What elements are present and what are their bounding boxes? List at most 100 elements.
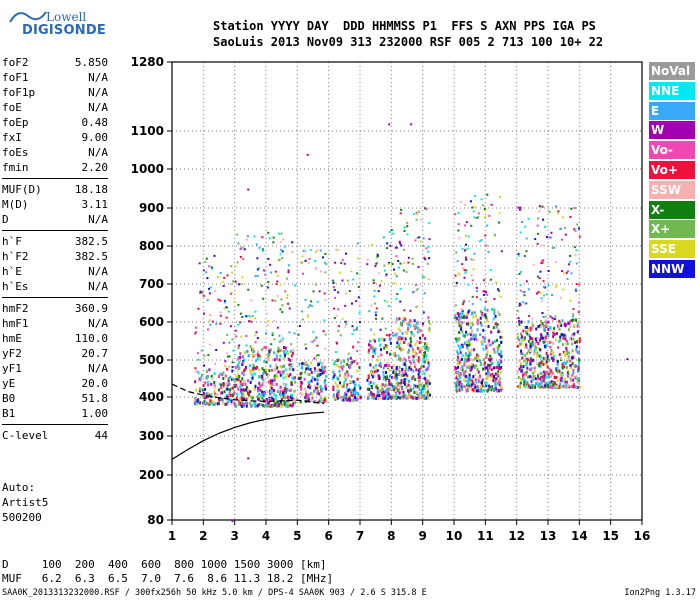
echo-pixel (548, 210, 551, 213)
echo-pixel (386, 361, 389, 365)
echo-pixel (520, 351, 523, 355)
echo-pixel (194, 332, 197, 335)
echo-pixel (484, 216, 487, 218)
echo-pixel (402, 348, 405, 351)
echo-pixel (482, 367, 484, 371)
echo-pixel (565, 382, 568, 386)
echo-pixel (279, 385, 282, 389)
echo-pixel (239, 355, 242, 359)
echo-pixel (549, 385, 552, 389)
echo-pixel (284, 391, 287, 395)
echo-pixel (476, 384, 479, 388)
echo-pixel (547, 370, 550, 374)
echo-pixel (571, 373, 574, 377)
echo-pixel (352, 389, 355, 392)
echo-pixel (222, 377, 225, 380)
echo-pixel (491, 341, 494, 345)
echo-pixel (468, 384, 470, 388)
echo-pixel (402, 319, 404, 323)
echo-pixel (561, 238, 563, 241)
echo-pixel (519, 208, 521, 211)
echo-pixel (528, 333, 531, 337)
echo-pixel (199, 290, 202, 293)
echo-pixel (245, 238, 248, 241)
echo-pixel (289, 388, 292, 392)
echo-pixel (281, 304, 284, 307)
echo-pixel (283, 393, 286, 397)
echo-pixel (427, 364, 430, 368)
echo-pixel (486, 193, 489, 196)
echo-pixel (399, 242, 402, 245)
echo-pixel (484, 300, 487, 303)
y-tick-label: 1000 (131, 162, 164, 176)
echo-pixel (280, 298, 283, 301)
echo-pixel (206, 395, 209, 399)
echo-pixel (244, 383, 247, 387)
echo-pixel (317, 354, 320, 357)
echo-pixel (386, 300, 389, 303)
echo-pixel (533, 348, 536, 352)
echo-pixel (411, 332, 414, 336)
echo-pixel (542, 280, 545, 283)
echo-pixel (520, 349, 523, 353)
param-row: h`Es N/A (2, 279, 112, 294)
echo-pixel (466, 346, 469, 350)
echo-pixel (350, 389, 353, 393)
echo-pixel (324, 387, 327, 391)
echo-pixel (310, 370, 313, 374)
echo-pixel (558, 353, 561, 357)
echo-pixel (286, 372, 289, 376)
echo-pixel (498, 383, 501, 387)
echo-pixel (385, 363, 388, 367)
echo-pixel (251, 353, 254, 357)
echo-pixel (404, 381, 407, 385)
echo-pixel (337, 291, 340, 294)
echo-pixel (529, 345, 532, 349)
echo-pixel (523, 359, 526, 363)
echo-pixel (563, 333, 566, 337)
echo-pixel (400, 337, 403, 341)
echo-pixel (454, 304, 457, 307)
echo-pixel (396, 293, 399, 295)
echo-pixel (276, 274, 279, 277)
echo-pixel (388, 380, 391, 384)
echo-pixel (389, 244, 392, 247)
echo-pixel (579, 385, 582, 389)
echo-pixel (281, 392, 284, 396)
echo-pixel (469, 333, 472, 337)
echo-pixel (578, 325, 581, 329)
x-tick-label: 9 (418, 529, 426, 543)
echo-pixel (489, 354, 492, 358)
echo-pixel (387, 365, 390, 369)
echo-pixel (415, 322, 418, 326)
echo-pixel (531, 317, 534, 320)
echo-pixel (399, 358, 402, 362)
echo-pixel (392, 232, 395, 235)
echo-pixel (537, 376, 540, 380)
echo-pixel (377, 255, 379, 257)
echo-pixel (307, 306, 310, 309)
param-row: hmE 110.0 (2, 331, 112, 346)
echo-pixel (424, 207, 426, 210)
echo-pixel (224, 301, 227, 304)
echo-pixel (555, 385, 558, 389)
echo-pixel (400, 395, 403, 399)
echo-pixel (416, 340, 419, 344)
echo-pixel (280, 402, 283, 406)
echo-pixel (455, 367, 458, 371)
echo-pixel (282, 238, 285, 241)
echo-pixel (570, 384, 573, 388)
echo-pixel (255, 359, 258, 363)
echo-pixel (283, 346, 285, 349)
echo-pixel (356, 257, 359, 260)
echo-pixel (518, 272, 521, 275)
echo-pixel (485, 355, 488, 359)
echo-pixel (318, 392, 321, 396)
echo-pixel (482, 389, 485, 393)
echo-pixel (539, 348, 542, 352)
echo-pixel (466, 354, 468, 358)
echo-pixel (265, 312, 268, 315)
echo-pixel (574, 253, 577, 256)
echo-pixel (269, 379, 272, 383)
echo-pixel (286, 296, 288, 299)
